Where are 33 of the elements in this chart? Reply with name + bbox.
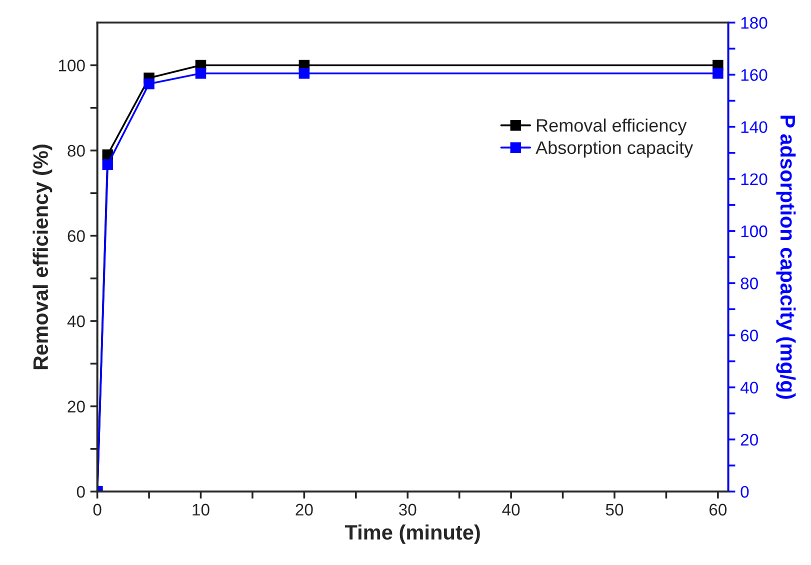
legend-label: Removal efficiency bbox=[537, 118, 687, 136]
x-tick-label: 0 bbox=[93, 504, 102, 516]
x-tick-label: 50 bbox=[606, 504, 624, 516]
y2-axis-title: P adsorption capacity (mg/g) bbox=[776, 116, 796, 399]
legend-label: Absorption capacity bbox=[536, 140, 694, 158]
y2-tick-label: 40 bbox=[740, 382, 758, 394]
point bbox=[144, 78, 154, 90]
y2-tick-label: 160 bbox=[741, 69, 768, 81]
y-tick-label: 100 bbox=[58, 60, 85, 72]
point bbox=[102, 159, 114, 170]
y2-tick-label: 60 bbox=[740, 330, 758, 342]
x-tick-label: 20 bbox=[296, 504, 313, 516]
y-tick-label: 0 bbox=[76, 486, 85, 498]
y2-tick-label: 180 bbox=[741, 17, 768, 29]
y2-tick-label: 100 bbox=[741, 225, 768, 238]
y2-tick-label: 0 bbox=[740, 486, 749, 498]
y2-tick-label: 80 bbox=[740, 278, 758, 290]
y-tick-label: 80 bbox=[68, 144, 85, 157]
x-tick-label: 60 bbox=[710, 504, 727, 516]
y-axis-title: Removal efficiency (%) bbox=[32, 144, 52, 370]
y2-tick-label: 120 bbox=[741, 173, 768, 186]
x-axis-title: Time (minute) bbox=[344, 524, 480, 544]
point bbox=[195, 68, 206, 79]
y-tick-label: 60 bbox=[68, 230, 85, 242]
x-tick-label: 10 bbox=[192, 504, 210, 516]
point bbox=[298, 68, 310, 79]
y-tick-label: 40 bbox=[67, 315, 85, 328]
x-tick-label: 40 bbox=[502, 504, 520, 516]
y-tick-label: 20 bbox=[68, 400, 85, 412]
point bbox=[712, 68, 724, 79]
x-tick-label: 30 bbox=[398, 504, 416, 516]
y2-tick-label: 140 bbox=[741, 121, 768, 134]
y2-tick-label: 20 bbox=[740, 434, 758, 446]
